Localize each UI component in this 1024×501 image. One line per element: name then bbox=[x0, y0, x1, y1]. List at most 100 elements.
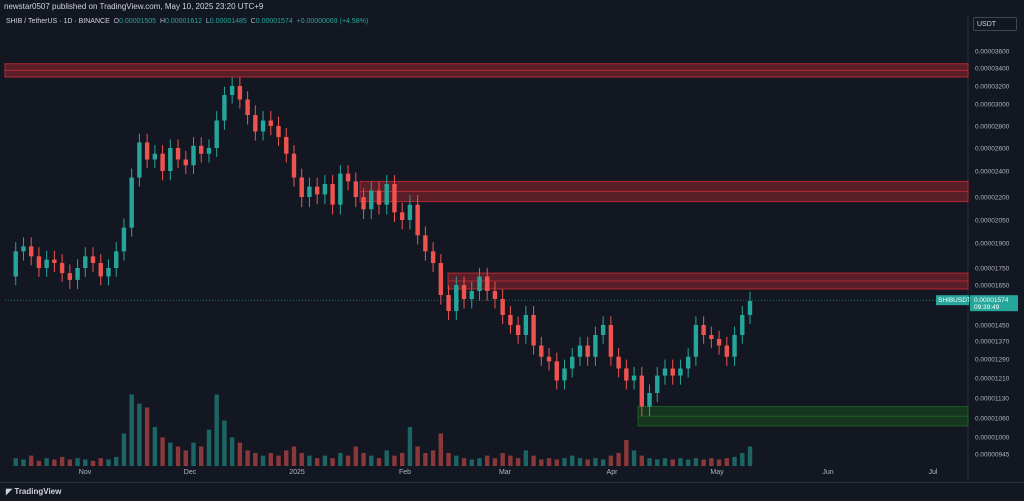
candle-body bbox=[392, 184, 397, 213]
candle-body bbox=[724, 345, 730, 357]
volume-bar bbox=[21, 459, 26, 466]
candle-body bbox=[616, 356, 621, 369]
candle-body bbox=[183, 159, 188, 166]
candle-body bbox=[67, 273, 73, 280]
volume-bar bbox=[376, 458, 382, 466]
volume-bar bbox=[392, 455, 397, 466]
y-tick-label: 0.00001650 bbox=[975, 283, 1010, 290]
y-tick-label: 0.00003200 bbox=[975, 84, 1010, 91]
candle-body bbox=[260, 120, 266, 132]
currency-button[interactable]: USDT bbox=[973, 17, 1017, 31]
candle-body bbox=[345, 173, 351, 182]
volume-bar bbox=[469, 459, 474, 466]
candle-body bbox=[539, 345, 544, 357]
candle-body bbox=[268, 120, 273, 126]
volume-bar bbox=[693, 458, 699, 466]
candle-body bbox=[299, 177, 304, 197]
volume-bar bbox=[152, 427, 158, 466]
price-tag-symbol-bg bbox=[936, 295, 969, 306]
volume-bar bbox=[685, 459, 691, 466]
candle-body bbox=[407, 204, 413, 220]
candle-body bbox=[662, 368, 668, 376]
candle-body bbox=[647, 393, 652, 407]
volume-bar bbox=[83, 459, 88, 466]
candle-body bbox=[314, 186, 320, 195]
volume-bar bbox=[647, 458, 652, 466]
volume-bar bbox=[539, 459, 544, 466]
volume-bar bbox=[75, 458, 80, 466]
candle-body bbox=[515, 325, 521, 335]
y-tick-label: 0.00000945 bbox=[975, 452, 1010, 459]
publisher-info: newstar0507 published on TradingView.com… bbox=[4, 2, 264, 11]
candle-body bbox=[52, 259, 57, 263]
volume-bar bbox=[183, 450, 188, 466]
volume-bar bbox=[284, 450, 289, 466]
volume-bar bbox=[307, 455, 312, 466]
candle-body bbox=[399, 212, 405, 220]
volume-bar bbox=[237, 442, 243, 466]
volume-bar bbox=[338, 453, 343, 466]
candle-body bbox=[21, 246, 26, 252]
volume-bar bbox=[276, 455, 281, 466]
volume-bar bbox=[199, 446, 204, 466]
tradingview-logo-icon: ◤ bbox=[6, 487, 15, 496]
y-tick-label: 0.00002400 bbox=[975, 169, 1010, 176]
price-tag-symbol: SHIBUSDT bbox=[938, 297, 971, 304]
price-tag-countdown: 09:39:49 bbox=[974, 304, 1000, 311]
candle-body bbox=[98, 263, 103, 277]
legend-low: 0.00001485 bbox=[209, 18, 247, 25]
volume-bar bbox=[229, 437, 235, 466]
y-tick-label: 0.00002200 bbox=[975, 195, 1010, 202]
volume-bar bbox=[191, 442, 196, 466]
candle-body bbox=[415, 204, 420, 236]
volume-bar bbox=[322, 455, 328, 466]
volume-bar bbox=[361, 453, 366, 466]
volume-bar bbox=[701, 459, 706, 466]
legend-c-label: C bbox=[250, 18, 256, 25]
candle-body bbox=[655, 375, 660, 393]
price-tag-bg bbox=[970, 295, 1018, 312]
volume-bar bbox=[747, 446, 753, 466]
x-tick-label: Dec bbox=[184, 469, 197, 476]
candle-body bbox=[678, 368, 683, 376]
volume-bar bbox=[67, 459, 73, 466]
candle-body bbox=[284, 137, 289, 154]
candle-body bbox=[554, 361, 559, 381]
volume-bar bbox=[616, 453, 621, 466]
candle-body bbox=[322, 184, 328, 195]
volume-bar bbox=[52, 459, 57, 466]
tradingview-logo: ◤ TradingView bbox=[6, 487, 61, 496]
candle-body bbox=[469, 291, 474, 299]
volume-bar bbox=[593, 458, 598, 466]
candle-body bbox=[430, 251, 436, 263]
candle-body bbox=[631, 375, 637, 381]
candle-body bbox=[361, 197, 366, 210]
volume-bar bbox=[59, 456, 65, 466]
volume-bar bbox=[399, 453, 405, 466]
y-tick-label: 0.00001210 bbox=[975, 376, 1010, 383]
y-tick-label: 0.00001370 bbox=[975, 339, 1010, 346]
y-tick-label: 0.00001750 bbox=[975, 266, 1010, 273]
candle-body bbox=[44, 259, 49, 268]
candle-body bbox=[709, 335, 714, 339]
volume-bar bbox=[206, 429, 212, 466]
volume-bar bbox=[600, 459, 606, 466]
candle-body bbox=[144, 142, 150, 160]
legend-symbol: SHIB / TetherUS · 1D · BINANCE bbox=[6, 18, 110, 25]
candle-body bbox=[508, 315, 513, 325]
candle-body bbox=[685, 356, 691, 369]
volume-bar bbox=[268, 453, 273, 466]
legend-change: +0.00000069 (+4.58%) bbox=[296, 18, 369, 25]
candle-body bbox=[276, 126, 281, 137]
volume-bar bbox=[446, 453, 451, 466]
candle-body bbox=[191, 145, 196, 166]
candle-body bbox=[639, 375, 644, 407]
volume-bar bbox=[222, 420, 227, 466]
volume-bar bbox=[724, 458, 730, 466]
volume-bar bbox=[562, 458, 567, 466]
candle-body bbox=[253, 115, 258, 132]
volume-bar bbox=[253, 453, 258, 466]
candle-body bbox=[36, 256, 42, 268]
candle-body bbox=[369, 190, 374, 210]
